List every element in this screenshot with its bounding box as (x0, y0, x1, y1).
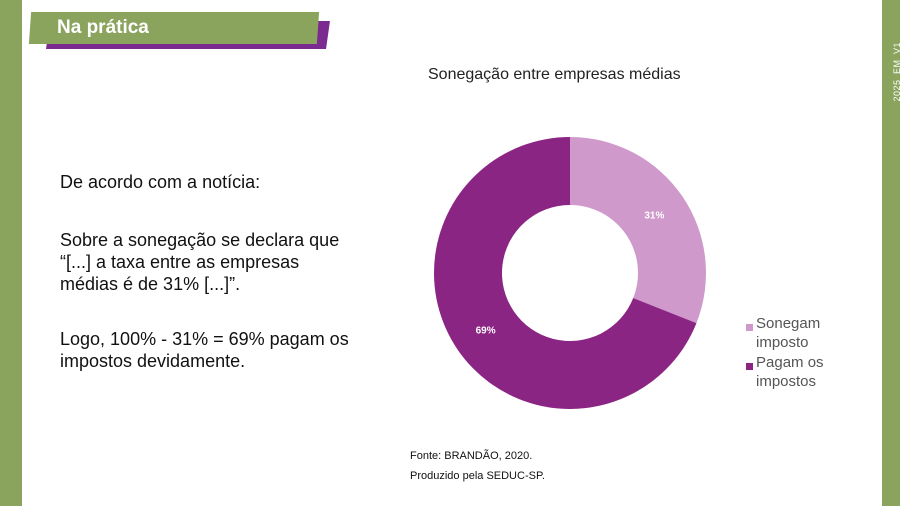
data-label-pagam: 69% (476, 325, 496, 336)
quote-text: Sobre a sonegação se declara que “[...] … (60, 230, 340, 294)
legend-swatch-pagam (746, 363, 753, 370)
legend-item-sonegam: Sonegam imposto (746, 314, 844, 352)
chart-title: Sonegação entre empresas médias (428, 66, 681, 83)
legend-swatch-sonegam (746, 324, 753, 331)
source-citation: Fonte: BRANDÃO, 2020. (410, 450, 533, 462)
slice-pagam (434, 137, 697, 409)
right-accent-bar (882, 0, 900, 506)
conclusion-text: Logo, 100% - 31% = 69% pagam os impostos… (60, 329, 349, 371)
donut-chart: 31% 69% (434, 137, 706, 409)
slice-sonegam (570, 137, 706, 324)
intro-text: De acordo com a notícia: (60, 172, 261, 192)
document-code: 2025_EM_V1 (892, 42, 900, 102)
legend-label-sonegam: Sonegam imposto (756, 315, 821, 351)
legend-label-pagam: Pagam os impostos (756, 354, 824, 390)
data-label-sonegam: 31% (644, 211, 664, 222)
section-banner: Na prática (28, 12, 330, 52)
left-accent-bar (0, 0, 22, 506)
legend-item-pagam: Pagam os impostos (746, 353, 844, 391)
banner-title: Na prática (57, 17, 149, 38)
producer-credit: Produzido pela SEDUC-SP. (410, 470, 545, 482)
